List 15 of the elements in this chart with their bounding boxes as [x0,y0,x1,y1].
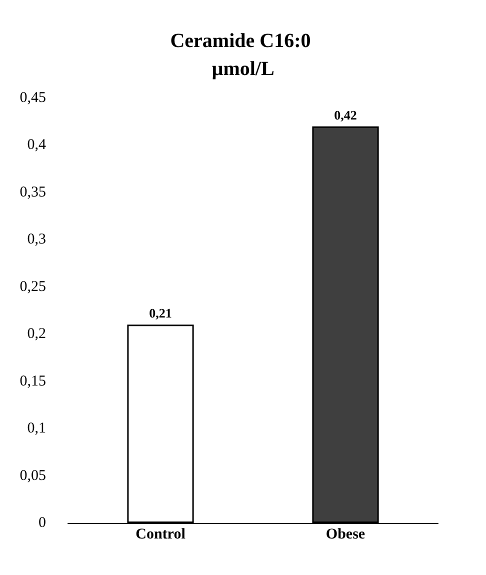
y-tick-label: 0,25 [20,278,46,295]
y-tick-label: 0,35 [20,184,46,200]
y-tick-label: 0 [38,515,46,531]
x-tick-label: Control [136,526,186,542]
y-tick-label: 0,05 [20,468,46,484]
x-tick-label: Obese [326,526,366,542]
y-tick-label: 0,3 [27,232,46,248]
data-label: 0,21 [149,306,172,321]
y-tick-label: 0,1 [27,420,46,437]
chart-title: Ceramide C16:0 µmol/L [170,30,316,80]
y-tick-label: 0,2 [27,326,46,342]
y-tick-label: 0,4 [27,137,46,154]
y-tick-label: 0,15 [20,373,46,390]
data-label: 0,42 [334,107,357,122]
y-tick-label: 0,45 [20,90,46,106]
